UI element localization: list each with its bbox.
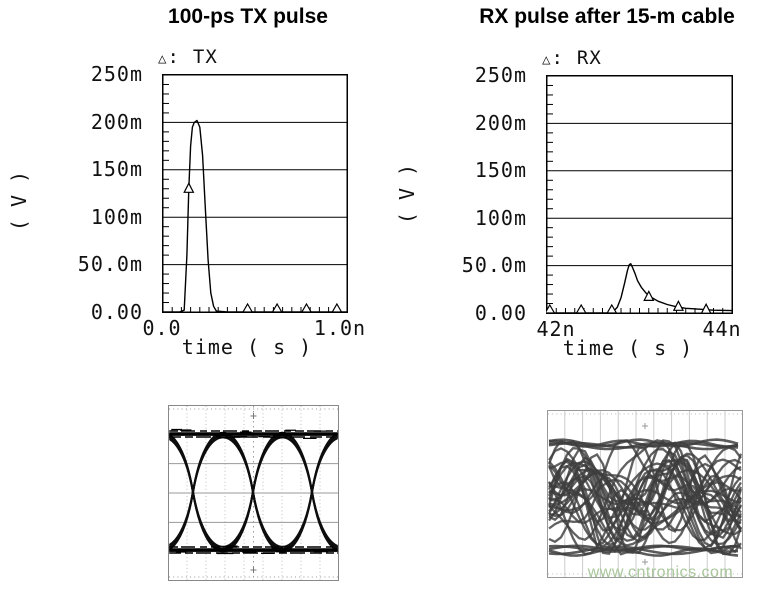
- tx-plot-title: 100-ps TX pulse: [168, 5, 328, 28]
- rx-x-tick-max: 44n: [702, 317, 742, 341]
- tx-y-axis-label: ( V ): [7, 170, 31, 232]
- rx-legend-label: RX: [576, 47, 602, 69]
- rx-eye-diagram: [547, 410, 743, 578]
- tx-eye-diagram: [168, 405, 339, 581]
- tx-legend-label: TX: [192, 46, 218, 68]
- tx-x-axis-label: time ( s ): [181, 335, 313, 359]
- rx-legend: △: RX: [542, 47, 602, 69]
- tx-legend: △: TX: [158, 46, 218, 68]
- triangle-marker-icon: △: [542, 52, 552, 68]
- y-tick-label: 200m: [474, 110, 527, 135]
- y-tick-label: 100m: [474, 205, 527, 230]
- y-tick-label: 250m: [474, 63, 527, 87]
- y-tick-label: 200m: [90, 109, 143, 134]
- y-tick-label: 50.0m: [461, 253, 527, 278]
- tx-pulse-chart: [162, 74, 348, 313]
- y-tick-label: 0.00: [90, 300, 143, 324]
- y-tick-label: 150m: [90, 157, 143, 182]
- legend-colon: :: [551, 47, 564, 69]
- rx-pulse-chart: [546, 75, 733, 314]
- tx-x-tick-max: 1.0n: [313, 316, 367, 340]
- y-tick-label: 50.0m: [77, 252, 143, 277]
- y-tick-label: 150m: [474, 158, 527, 183]
- y-tick-label: 0.00: [474, 301, 527, 325]
- rx-x-axis-label: time ( s ): [562, 336, 694, 360]
- y-tick-label: 250m: [90, 62, 143, 86]
- tx-x-tick-min: 0.0: [142, 316, 182, 340]
- watermark-text: www.cntronics.com: [587, 564, 734, 581]
- rx-x-tick-min: 42n: [536, 317, 576, 341]
- y-tick-label: 100m: [90, 204, 143, 229]
- rx-plot-title: RX pulse after 15-m cable: [479, 5, 735, 28]
- legend-colon: :: [167, 46, 180, 68]
- triangle-marker-icon: △: [158, 51, 168, 67]
